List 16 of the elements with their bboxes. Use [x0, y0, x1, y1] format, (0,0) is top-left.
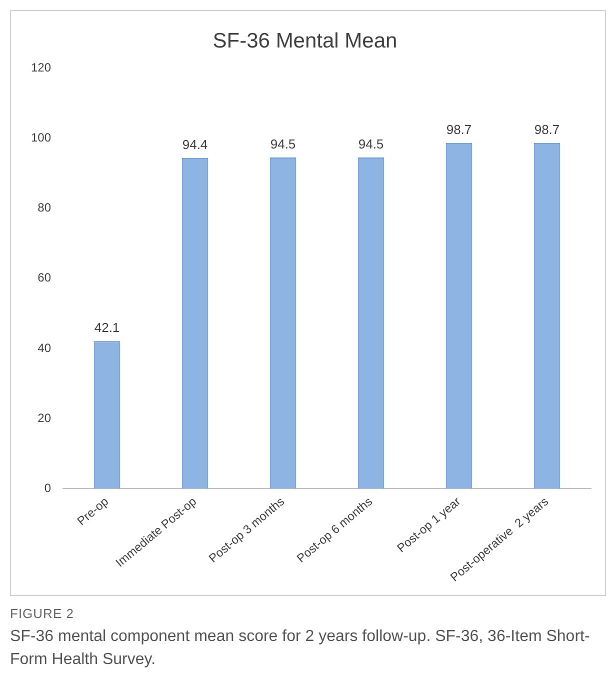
y-tick-label: 60: [38, 270, 52, 285]
y-tick-label: 80: [38, 200, 52, 215]
y-tick-label: 120: [30, 60, 52, 75]
y-tick-label: 100: [30, 130, 52, 145]
text: SF-36 mental component mean score for 2 years follow-up. SF-36, 36-Item Short-Form Health Survey.: [10, 627, 591, 670]
chart-title: SF-36 Mental Mean: [212, 29, 398, 52]
data-label: 94.5: [270, 136, 296, 152]
data-label: 94.5: [358, 136, 384, 152]
data-label: 98.7: [446, 122, 472, 137]
y-tick-label: 40: [38, 340, 52, 355]
caption: FIGURE 2: [10, 606, 75, 621]
data-label: 94.4: [182, 136, 208, 152]
y-tick-label: 0: [44, 480, 52, 495]
data-label: 98.7: [534, 122, 560, 137]
y-tick-label: 20: [38, 410, 52, 425]
data-label: 42.1: [94, 320, 120, 336]
